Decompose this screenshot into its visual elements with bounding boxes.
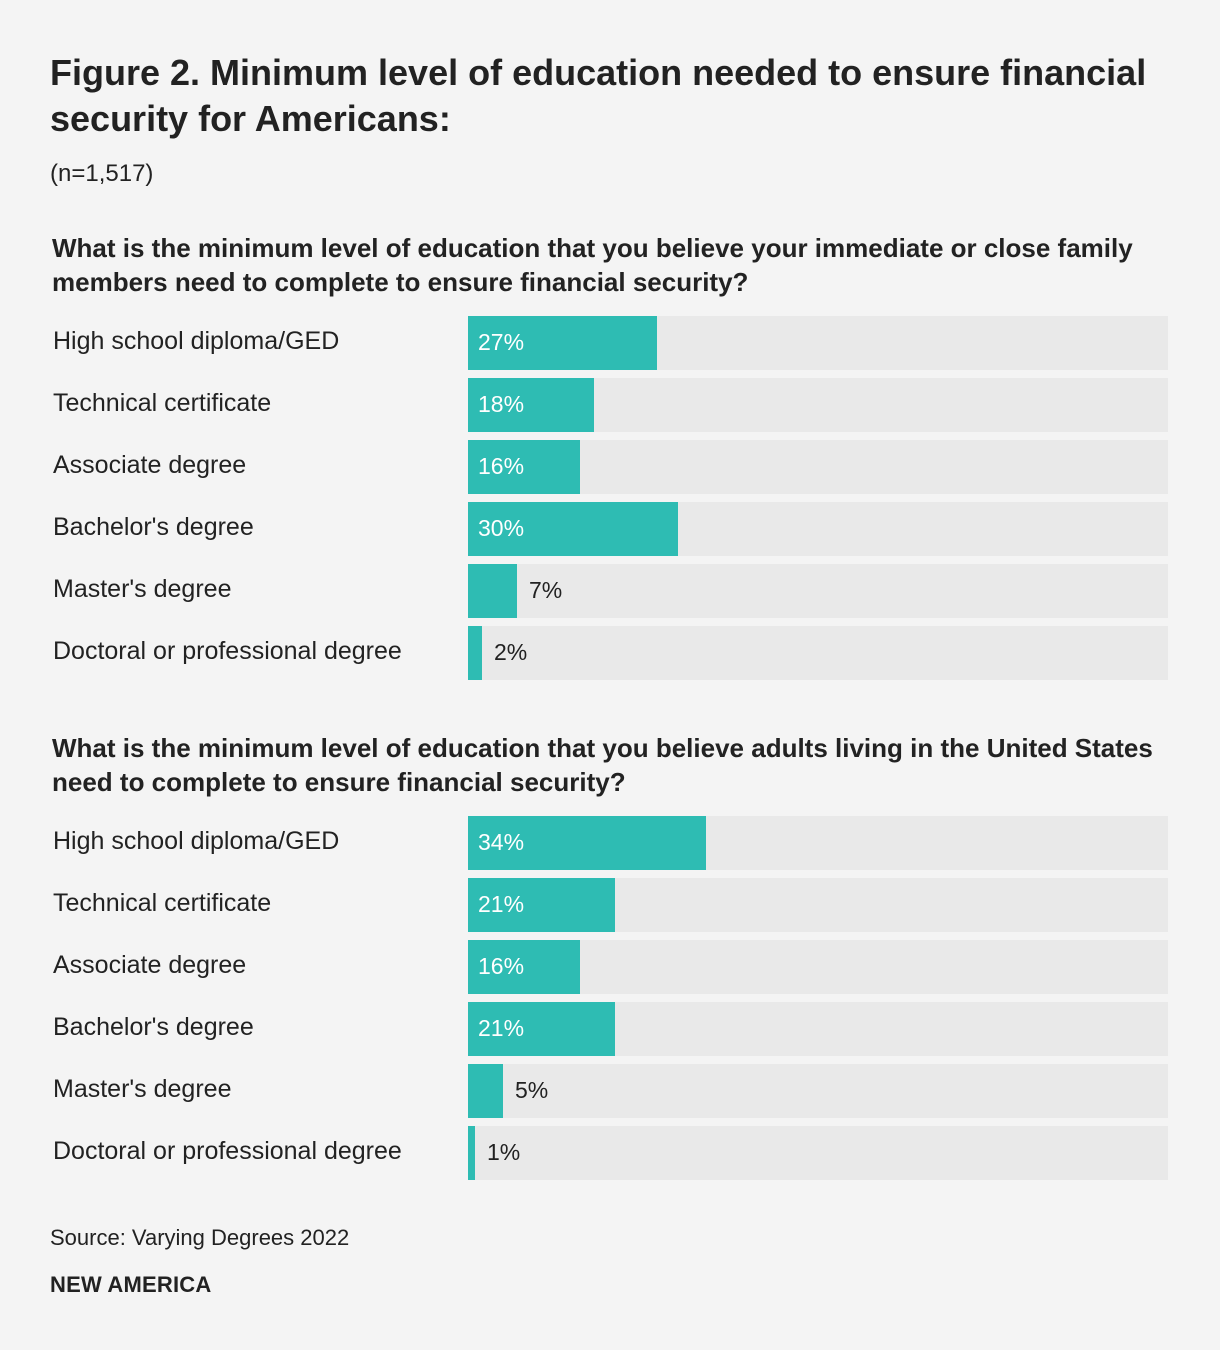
brand-logo: NEW AMERICA xyxy=(50,1272,212,1297)
bar-row: Associate degree 16% xyxy=(0,440,1220,494)
bar xyxy=(468,626,482,680)
bar-row: Master's degree 5% xyxy=(0,1064,1220,1118)
bar-value-label: 18% xyxy=(478,391,525,417)
bar-value-label: 34% xyxy=(478,829,525,855)
bar-track: 1% xyxy=(468,1126,1168,1180)
bar-row: Technical certificate 18% xyxy=(0,378,1220,432)
bar-track: 27% xyxy=(468,316,1168,370)
bar-value-label: 7% xyxy=(529,577,563,603)
bar-track: 21% xyxy=(468,1002,1168,1056)
bar xyxy=(468,316,657,370)
bar-track: 16% xyxy=(468,940,1168,994)
bar-category-label: Technical certificate xyxy=(53,389,272,417)
bar-track: 30% xyxy=(468,502,1168,556)
bar-track: 5% xyxy=(468,1064,1168,1118)
bar-value-label: 27% xyxy=(478,329,525,355)
bar-category-label: High school diploma/GED xyxy=(53,327,340,355)
bar-row: Doctoral or professional degree 1% xyxy=(0,1126,1220,1180)
bar-category-label: High school diploma/GED xyxy=(53,827,340,855)
bar-value-label: 16% xyxy=(478,453,525,479)
bar-track: 16% xyxy=(468,440,1168,494)
bar-track: 2% xyxy=(468,626,1168,680)
bar-category-label: Doctoral or professional degree xyxy=(53,1137,402,1165)
bar-row: Bachelor's degree 30% xyxy=(0,502,1220,556)
bar xyxy=(468,502,678,556)
sample-size: (n=1,517) xyxy=(50,160,154,187)
bar-value-label: 1% xyxy=(487,1139,521,1165)
bar-value-label: 21% xyxy=(478,891,525,917)
bar-category-label: Master's degree xyxy=(53,1075,232,1103)
bar-category-label: Technical certificate xyxy=(53,889,272,917)
bar-track: 34% xyxy=(468,816,1168,870)
bar-value-label: 30% xyxy=(478,515,525,541)
bar-value-label: 16% xyxy=(478,953,525,979)
chart-title: Figure 2. Minimum level of education nee… xyxy=(50,52,1147,139)
bar-value-label: 2% xyxy=(494,639,528,665)
bar xyxy=(468,878,615,932)
bar xyxy=(468,816,706,870)
bar-value-label: 5% xyxy=(515,1077,549,1103)
bar-row: Doctoral or professional degree 2% xyxy=(0,626,1220,680)
question-us-adults: What is the minimum level of education t… xyxy=(52,733,1153,797)
question-family: What is the minimum level of education t… xyxy=(52,233,1133,297)
bar-value-label: 21% xyxy=(478,1015,525,1041)
bar-category-label: Associate degree xyxy=(53,951,247,979)
bar-category-label: Doctoral or professional degree xyxy=(53,637,402,665)
bar xyxy=(468,1126,475,1180)
bar-row: High school diploma/GED 27% xyxy=(0,316,1220,370)
bar-track: 21% xyxy=(468,878,1168,932)
source-note: Source: Varying Degrees 2022 xyxy=(50,1225,350,1250)
bar xyxy=(468,378,594,432)
bar-row: Master's degree 7% xyxy=(0,564,1220,618)
bar xyxy=(468,1002,615,1056)
bar xyxy=(468,940,580,994)
bar-category-label: Associate degree xyxy=(53,451,247,479)
bar xyxy=(468,564,517,618)
bar-category-label: Master's degree xyxy=(53,575,232,603)
bar-category-label: Bachelor's degree xyxy=(53,1013,254,1041)
bar-row: Technical certificate 21% xyxy=(0,878,1220,932)
bar-row: Bachelor's degree 21% xyxy=(0,1002,1220,1056)
bar-track: 18% xyxy=(468,378,1168,432)
bar-track: 7% xyxy=(468,564,1168,618)
bar-row: High school diploma/GED 34% xyxy=(0,816,1220,870)
bar-row: Associate degree 16% xyxy=(0,940,1220,994)
bar-category-label: Bachelor's degree xyxy=(53,513,254,541)
bar xyxy=(468,1064,503,1118)
bar xyxy=(468,440,580,494)
